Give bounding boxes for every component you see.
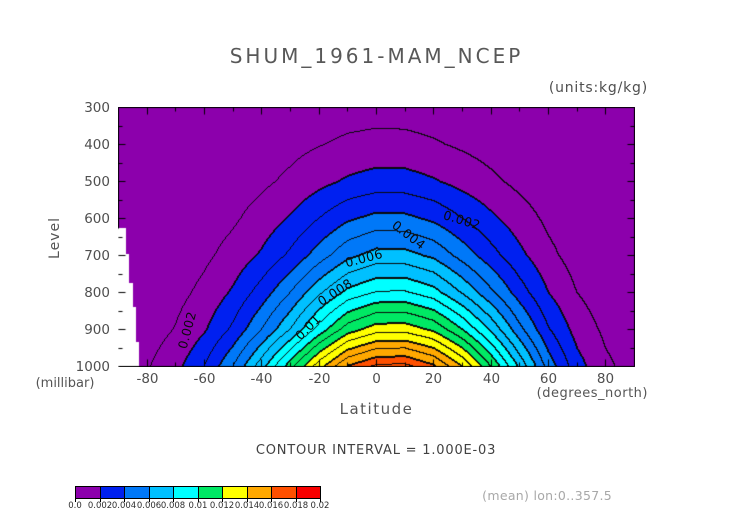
colorbar-label: 0.006	[136, 501, 162, 511]
x-axis-label: Latitude	[339, 400, 414, 418]
x-axis-units-label: (degrees_north)	[536, 386, 648, 401]
colorbar-cell	[198, 487, 223, 498]
colorbar-tick	[247, 499, 248, 502]
y-tick-label: 900	[84, 321, 110, 338]
mean-annotation-label: (mean) lon:0..357.5	[482, 488, 612, 503]
colorbar-label: 0.016	[258, 501, 284, 511]
colorbar-tick	[75, 499, 76, 502]
colorbar-tick	[173, 499, 174, 502]
units-label: (units:kg/kg)	[548, 80, 648, 96]
x-tick-label: -40	[250, 371, 273, 387]
colorbar-label: 0.002	[87, 501, 113, 511]
y-tick-label: 700	[84, 247, 110, 264]
colorbar-cell	[100, 487, 125, 498]
colorbar-label: 0.0	[68, 501, 82, 511]
x-tick-label: 80	[596, 371, 615, 387]
contour-interval-label: CONTOUR INTERVAL = 1.000E-03	[255, 443, 497, 458]
y-axis-units-label: (millibar)	[35, 376, 95, 391]
colorbar-label: 0.012	[209, 501, 235, 511]
colorbar-label: 0.014	[234, 501, 260, 511]
colorbar-cell	[247, 487, 272, 498]
x-tick-label: -60	[193, 371, 216, 387]
x-tick-label: 40	[482, 371, 501, 387]
x-tick-label: -80	[136, 371, 159, 387]
colorbar-cell	[125, 487, 150, 498]
colorbar-label: 0.02	[310, 501, 330, 511]
colorbar-tick	[320, 499, 321, 502]
colorbar-cell	[223, 487, 248, 498]
y-tick-label: 300	[84, 99, 110, 116]
x-tick-label: -20	[308, 371, 331, 387]
colorbar-cell	[174, 487, 199, 498]
contour-plot-canvas	[118, 107, 635, 367]
colorbar-tick	[271, 499, 272, 502]
x-tick-label: 20	[424, 371, 443, 387]
y-tick-label: 500	[84, 173, 110, 190]
colorbar-tick	[222, 499, 223, 502]
colorbar-cell	[272, 487, 297, 498]
colorbar-cell	[149, 487, 174, 498]
colorbar-label: 0.018	[283, 501, 309, 511]
colorbar-label: 0.004	[111, 501, 137, 511]
y-tick-label: 400	[84, 136, 110, 153]
colorbar-tick	[100, 499, 101, 502]
x-tick-label: 60	[539, 371, 558, 387]
colorbar-tick	[296, 499, 297, 502]
y-tick-label: 600	[84, 210, 110, 227]
colorbar-tick	[124, 499, 125, 502]
colorbar-tick	[149, 499, 150, 502]
colorbar-label: 0.01	[188, 501, 208, 511]
y-tick-label: 1000	[75, 358, 110, 375]
colorbar-label: 0.008	[160, 501, 186, 511]
colorbar-cell	[296, 487, 320, 498]
colorbar	[75, 486, 321, 499]
colorbar-tick	[198, 499, 199, 502]
colorbar-cell	[76, 487, 101, 498]
x-tick-label: 0	[372, 371, 381, 387]
y-tick-label: 800	[84, 284, 110, 301]
chart-title: SHUM_1961-MAM_NCEP	[229, 44, 524, 68]
